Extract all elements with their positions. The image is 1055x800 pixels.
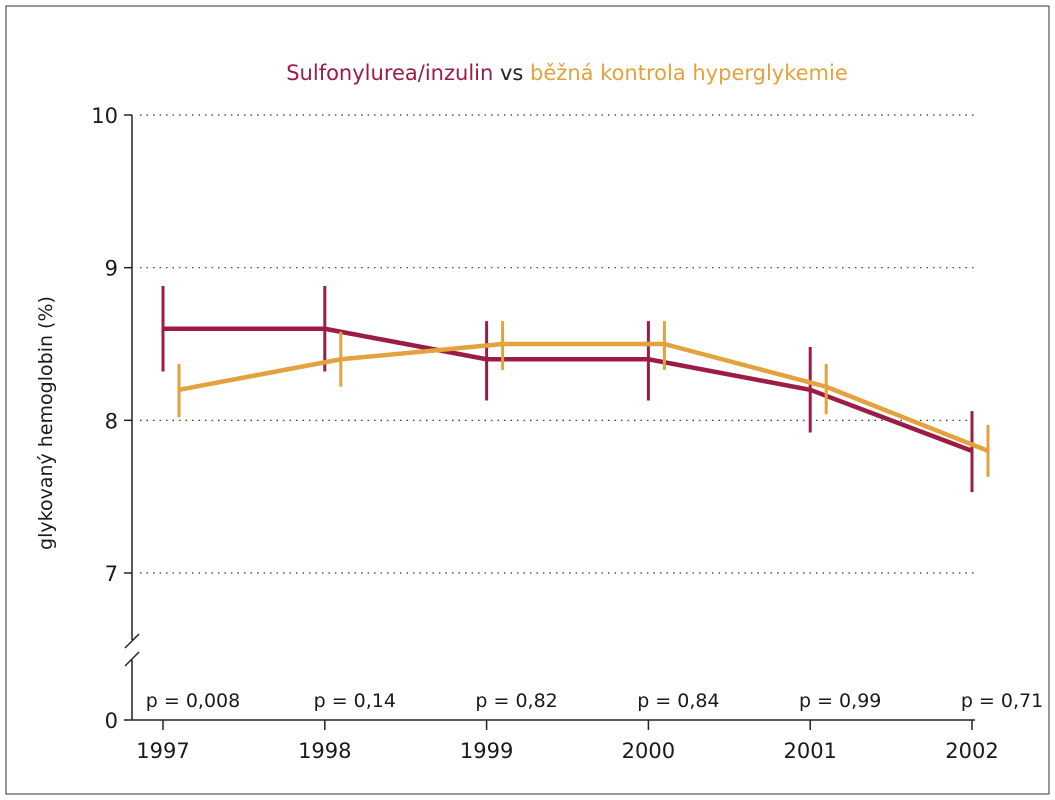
p-value-label: p = 0,99 xyxy=(799,690,881,712)
series-line-series1 xyxy=(163,326,973,453)
y-tick-label: 7 xyxy=(105,562,118,586)
x-tick-label: 2001 xyxy=(783,739,836,763)
chart-title: Sulfonylurea/inzulin vs běžná kontrola h… xyxy=(286,61,848,85)
p-value-label: p = 0,14 xyxy=(314,690,396,712)
title-series2: běžná kontrola hyperglykemie xyxy=(530,61,848,85)
y-tick-label: 0 xyxy=(105,709,118,733)
axis-break-mark xyxy=(124,633,140,649)
p-value-label: p = 0,84 xyxy=(637,690,719,712)
x-tick-label: 2000 xyxy=(622,739,675,763)
y-tick-label: 10 xyxy=(91,104,118,128)
x-tick-label: 1999 xyxy=(460,739,513,763)
chart-frame xyxy=(5,5,1050,795)
x-tick-label: 1997 xyxy=(136,739,189,763)
title-vs: vs xyxy=(493,61,530,85)
p-value-label: p = 0,008 xyxy=(146,690,240,712)
y-tick-label: 9 xyxy=(105,257,118,281)
series-line-series2 xyxy=(178,341,989,453)
y-axis-label: glykovaný hemoglobin (%) xyxy=(35,296,57,550)
x-tick-label: 1998 xyxy=(298,739,351,763)
title-series1: Sulfonylurea/inzulin xyxy=(286,61,493,85)
p-value-label: p = 0,71 xyxy=(961,690,1043,712)
axis-break-mark xyxy=(124,651,140,667)
p-value-label: p = 0,82 xyxy=(475,690,557,712)
axes: 10 9 8 7 0 1997 1998 1999 2000 2001 2002 xyxy=(91,104,998,763)
label-layer: p = 0,008 p = 0,14 p = 0,82 p = 0,84 p = 0,9… xyxy=(146,690,1043,712)
x-tick-label: 2002 xyxy=(945,739,998,763)
series-layer xyxy=(161,285,990,493)
grid-lines xyxy=(140,114,975,574)
y-tick-label: 8 xyxy=(105,409,118,433)
